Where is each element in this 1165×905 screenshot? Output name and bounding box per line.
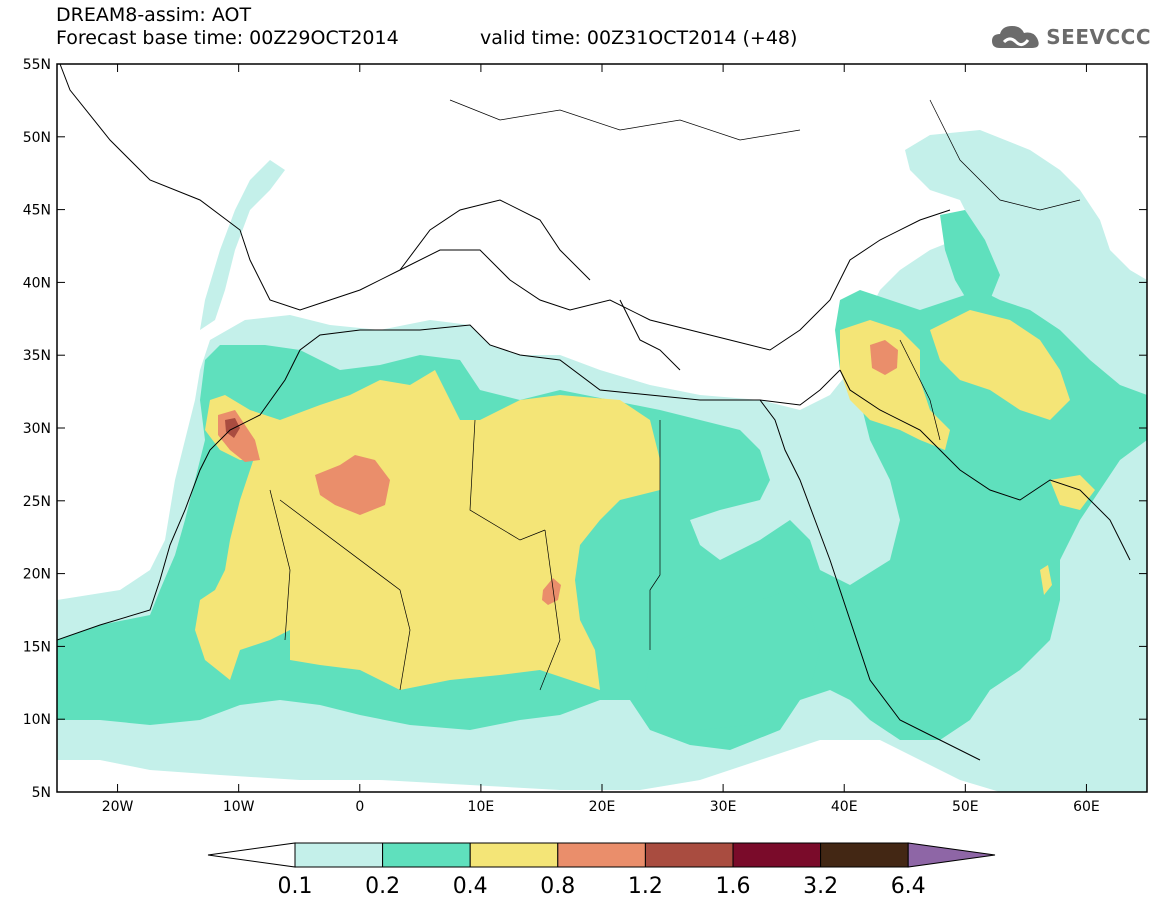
lat-tick-label: 45N: [23, 203, 51, 219]
lat-tick-label: 10N: [23, 712, 51, 728]
lon-tick-label: 10E: [468, 799, 495, 815]
aot-level-0.1-west-arm: [200, 160, 285, 330]
aot-level-0.2-caspian: [940, 210, 1000, 305]
colorbar: 0.1 0.2 0.4 0.8 1.2 1.6 3.2 6.4: [207, 842, 996, 899]
lat-tick-label: 20N: [23, 567, 51, 583]
coastlines: [57, 64, 1131, 761]
logo-text: SEEVCCC: [1046, 25, 1151, 49]
colorbar-label: 6.4: [891, 874, 926, 899]
aot-level-0.4-iran: [930, 310, 1070, 420]
colorbar-over-arrow: [907, 842, 996, 868]
cloud-icon: [992, 26, 1039, 48]
colorbar-under-arrow: [207, 842, 296, 868]
map-title: DREAM8-assim: AOT: [56, 4, 252, 26]
colorbar-label: 0.1: [278, 874, 313, 899]
lat-tick-label: 55N: [23, 57, 51, 73]
country-borders: [269, 99, 1081, 691]
lon-tick-label: 20W: [102, 799, 134, 815]
colorbar-segment: [820, 842, 909, 868]
lat-tick-label: 35N: [23, 348, 51, 364]
aot-level-0.4-oman: [1040, 565, 1052, 595]
lat-tick-label: 5N: [32, 785, 51, 801]
aot-level-0.8-iraq: [870, 340, 898, 375]
lon-tick-label: 30E: [710, 799, 737, 815]
colorbar-segment: [469, 842, 559, 868]
lon-tick-label: 10W: [223, 799, 255, 815]
colorbar-label: 0.2: [365, 874, 400, 899]
colorbar-label: 1.2: [628, 874, 663, 899]
colorbar-label: 3.2: [803, 874, 838, 899]
colorbar-label: 0.4: [453, 874, 488, 899]
aot-level-0.8-algeria: [315, 455, 390, 515]
lat-tick-label: 25N: [23, 494, 51, 510]
forecast-base-time: Forecast base time: 00Z29OCT2014: [56, 27, 399, 49]
colorbar-segment: [732, 842, 822, 868]
lat-tick-label: 30N: [23, 421, 51, 437]
aot-level-0.2-east-africa: [645, 590, 820, 730]
colorbar-label: 0.8: [540, 874, 575, 899]
colorbar-segment: [382, 842, 471, 868]
valid-time: valid time: 00Z31OCT2014 (+48): [480, 27, 798, 49]
colorbar-segment: [644, 842, 734, 868]
lat-tick-label: 15N: [23, 639, 51, 655]
colorbar-segment: [294, 842, 384, 868]
aot-field: [57, 64, 1147, 792]
aot-level-0.8-chad: [542, 578, 561, 605]
lat-tick-label: 40N: [23, 275, 51, 291]
lon-tick-label: 40E: [831, 799, 858, 815]
seevccc-logo: SEEVCCC: [990, 22, 1151, 52]
colorbar-segment: [557, 842, 646, 868]
colorbar-label: 1.6: [716, 874, 751, 899]
aot-level-0.4-sahara: [195, 370, 660, 690]
lon-tick-label: 60E: [1073, 799, 1100, 815]
aot-level-1.2-morocco: [225, 418, 240, 438]
lon-tick-label: 20E: [589, 799, 616, 815]
lon-tick-label: 50E: [952, 799, 979, 815]
longitude-axis: 20W 10W 0 10E 20E 30E 40E 50E 60E: [102, 64, 1100, 815]
aot-level-0.4-iraq: [840, 320, 950, 450]
latitude-axis: 5N 10N 15N 20N 25N 30N 35N 40N 45N 50N 55N: [23, 57, 1147, 801]
lon-tick-label: 0: [355, 799, 364, 815]
lat-tick-label: 50N: [23, 130, 51, 146]
